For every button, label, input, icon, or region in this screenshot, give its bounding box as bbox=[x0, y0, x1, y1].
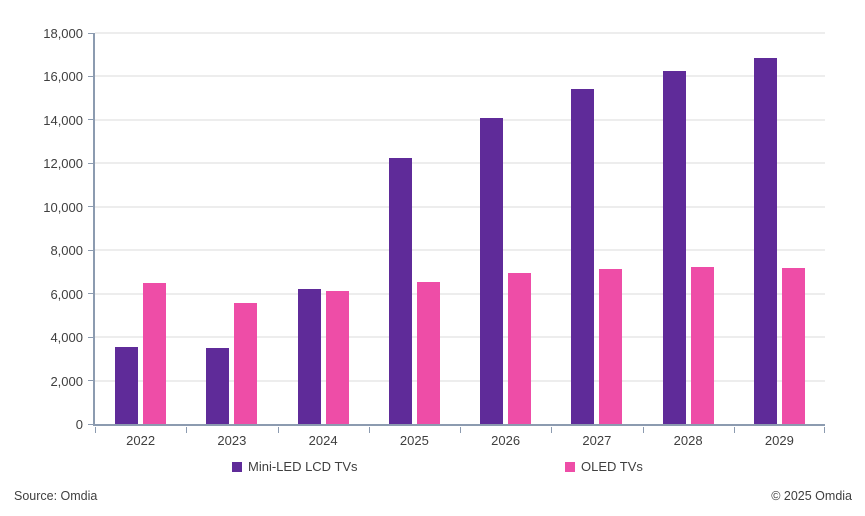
y-axis-tick bbox=[88, 249, 93, 251]
bar-mini-led-lcd-tvs-2027 bbox=[571, 89, 595, 424]
x-axis-label-2028: 2028 bbox=[673, 433, 703, 448]
y-axis-label: 10,000 bbox=[43, 199, 83, 215]
bar-group-2027 bbox=[551, 89, 642, 424]
gridline bbox=[95, 32, 825, 34]
legend-label-oled: OLED TVs bbox=[581, 459, 643, 474]
gridline bbox=[95, 336, 825, 339]
gridline bbox=[95, 118, 825, 121]
x-axis-tick bbox=[460, 427, 461, 433]
bar-oled-tvs-2022 bbox=[143, 283, 167, 424]
legend-swatch-oled-icon bbox=[565, 461, 575, 472]
y-axis-tick bbox=[88, 336, 93, 338]
bar-oled-tvs-2023 bbox=[234, 303, 258, 424]
x-axis-label-2023: 2023 bbox=[217, 433, 247, 448]
bar-group-2025 bbox=[369, 158, 460, 424]
x-axis-tick bbox=[733, 427, 735, 433]
plot-area: 0 2,000 4,000 6,000 8,000 10,000 12,000 14,000 1… bbox=[43, 26, 825, 448]
x-axis-tick bbox=[368, 427, 370, 433]
source-note: Source: Omdia bbox=[14, 489, 98, 503]
bar-mini-led-lcd-tvs-2025 bbox=[388, 158, 412, 424]
y-axis-label: 8,000 bbox=[50, 243, 83, 259]
x-axis-label-2027: 2027 bbox=[582, 433, 612, 448]
x-axis-tick bbox=[551, 427, 553, 433]
bar-mini-led-lcd-tvs-2024 bbox=[297, 289, 321, 424]
x-axis-label-2029: 2029 bbox=[764, 433, 794, 448]
legend-item-mini-led: Mini-LED LCD TVs bbox=[232, 459, 358, 474]
x-axis-tick bbox=[95, 427, 96, 433]
gridline bbox=[95, 162, 825, 165]
y-axis-label: 2,000 bbox=[50, 373, 83, 389]
y-axis-tick bbox=[88, 32, 93, 34]
bar-oled-tvs-2025 bbox=[416, 282, 440, 424]
y-axis-label: 4,000 bbox=[50, 330, 83, 346]
y-axis-label: 16,000 bbox=[43, 69, 83, 85]
bar-mini-led-lcd-tvs-2028 bbox=[662, 71, 686, 424]
bar-oled-tvs-2027 bbox=[599, 269, 623, 424]
y-axis-tick bbox=[88, 206, 93, 208]
x-axis-tick bbox=[824, 427, 825, 433]
bar-mini-led-lcd-tvs-2029 bbox=[753, 58, 777, 424]
bar-group-2022 bbox=[95, 283, 186, 424]
legend-label-mini-led: Mini-LED LCD TVs bbox=[248, 459, 358, 474]
bar-group-2026 bbox=[460, 118, 551, 424]
x-axis-tick bbox=[277, 427, 279, 433]
x-axis-label-2026: 2026 bbox=[491, 433, 521, 448]
gridline bbox=[95, 292, 825, 295]
y-axis-tick bbox=[88, 293, 93, 295]
y-axis-tick bbox=[88, 162, 93, 164]
gridline bbox=[95, 205, 825, 208]
copyright-note: © 2025 Omdia bbox=[771, 489, 852, 503]
bar-mini-led-lcd-tvs-2026 bbox=[480, 118, 504, 424]
x-axis-tick bbox=[642, 427, 644, 433]
x-axis-label-2025: 2025 bbox=[399, 433, 429, 448]
x-axis-label-2024: 2024 bbox=[308, 433, 338, 448]
y-axis-tick bbox=[88, 380, 93, 382]
bar-group-2029 bbox=[734, 58, 825, 424]
bar-group-2024 bbox=[278, 289, 369, 424]
bar-oled-tvs-2028 bbox=[690, 267, 714, 424]
x-axis-label-2022: 2022 bbox=[126, 433, 156, 448]
y-axis-tick bbox=[88, 75, 93, 77]
gridline bbox=[95, 75, 825, 78]
bar-group-2023 bbox=[186, 303, 277, 424]
bar-mini-led-lcd-tvs-2022 bbox=[115, 347, 139, 424]
gridline bbox=[95, 379, 825, 382]
y-axis-tick bbox=[88, 119, 93, 121]
y-axis-label: 18,000 bbox=[43, 26, 83, 41]
y-axis-label: 12,000 bbox=[43, 156, 83, 172]
bar-oled-tvs-2029 bbox=[781, 268, 805, 424]
bar-group-2028 bbox=[643, 71, 734, 424]
legend-item-oled: OLED TVs bbox=[565, 459, 643, 474]
y-axis-label: 0 bbox=[75, 417, 83, 432]
legend-swatch-mini-led-icon bbox=[232, 461, 242, 472]
gridline bbox=[95, 249, 825, 252]
x-axis-tick bbox=[186, 427, 188, 433]
y-axis-tick bbox=[88, 423, 93, 425]
bar-oled-tvs-2024 bbox=[325, 291, 349, 424]
bar-oled-tvs-2026 bbox=[508, 273, 532, 424]
y-axis-label: 14,000 bbox=[43, 112, 83, 128]
y-axis-label: 6,000 bbox=[50, 286, 83, 302]
bar-mini-led-lcd-tvs-2023 bbox=[206, 348, 230, 424]
